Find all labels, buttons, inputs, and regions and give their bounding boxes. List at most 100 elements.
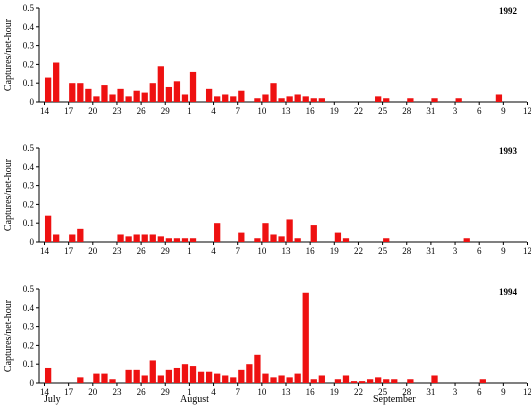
x-tick-label: 29 — [161, 106, 171, 116]
bar — [310, 98, 317, 102]
bar — [205, 371, 213, 383]
x-tick-label: 12 — [523, 387, 531, 397]
y-tick-label: 0.2 — [23, 340, 34, 350]
bar — [214, 96, 221, 102]
bar — [93, 96, 100, 102]
bar — [254, 354, 261, 383]
bar — [334, 232, 342, 242]
bar — [230, 377, 237, 383]
y-tick-label: 0.3 — [23, 322, 35, 332]
x-tick-label: 3 — [453, 106, 458, 116]
bar — [431, 98, 438, 102]
bar — [44, 367, 52, 383]
bar — [181, 364, 189, 383]
y-tick-label: 0 — [30, 237, 35, 247]
x-tick-label: 6 — [477, 246, 482, 256]
bar — [149, 360, 156, 383]
x-tick-label: 16 — [306, 246, 316, 256]
y-tick-label: 0.4 — [23, 303, 35, 313]
bar — [270, 377, 277, 383]
chart-panel-1993: 00.10.20.30.40.514 17 20 23 26 29 1 4 7 10 13 16 19 2… — [3, 143, 531, 256]
x-tick-label: 28 — [402, 106, 412, 116]
bar — [350, 381, 358, 383]
x-tick-label: 20 — [88, 246, 98, 256]
x-tick-label: 7 — [235, 246, 240, 256]
bar — [117, 234, 124, 242]
x-tick-label: 14 — [40, 106, 50, 116]
bar — [117, 88, 124, 102]
y-tick-label: 0.3 — [23, 41, 35, 51]
bar — [375, 377, 382, 383]
panel-year-label: 1994 — [499, 287, 518, 297]
bar — [93, 373, 100, 383]
x-tick-label: 19 — [330, 106, 340, 116]
bar — [407, 98, 414, 102]
bar — [214, 373, 221, 383]
bar — [286, 219, 293, 242]
bar — [318, 98, 325, 102]
x-tick-label: 22 — [354, 106, 363, 116]
bar — [262, 223, 269, 242]
y-tick-label: 0.3 — [23, 181, 35, 191]
x-tick-label: 10 — [257, 106, 267, 116]
bar — [358, 381, 366, 383]
x-tick-label: 13 — [282, 387, 292, 397]
chart-panel-1992: 00.10.20.30.40.514 17 20 23 26 29 1 4 7 10 13 16 19 2… — [3, 3, 531, 116]
bar — [286, 96, 293, 102]
bar — [189, 238, 197, 242]
bar — [383, 238, 390, 242]
x-tick-label: 23 — [112, 246, 122, 256]
bar — [109, 94, 116, 102]
bar — [270, 234, 277, 242]
x-tick-label: 7 — [235, 387, 240, 397]
bar — [181, 94, 189, 102]
bar — [407, 379, 414, 383]
bar — [141, 375, 148, 383]
bar — [342, 375, 350, 383]
bar — [205, 88, 213, 102]
bar — [342, 238, 350, 242]
bar — [375, 96, 382, 102]
bar — [149, 83, 156, 102]
bar — [463, 238, 470, 242]
bar — [214, 223, 221, 242]
x-tick-label: 3 — [453, 246, 458, 256]
bar — [238, 232, 245, 242]
x-tick-label: 7 — [235, 106, 240, 116]
x-tick-label: 6 — [477, 387, 482, 397]
y-tick-label: 0.5 — [23, 3, 35, 13]
x-tick-label: 29 — [161, 246, 171, 256]
y-tick-label: 0.5 — [23, 143, 35, 153]
bar — [197, 371, 205, 383]
x-tick-label: 13 — [282, 246, 292, 256]
x-tick-label: 3 — [453, 387, 458, 397]
bar — [133, 369, 140, 383]
x-tick-label: 31 — [426, 246, 435, 256]
bar — [238, 369, 245, 383]
x-tick-label: 9 — [501, 387, 506, 397]
x-tick-label: 14 — [40, 246, 50, 256]
x-tick-label: 23 — [112, 106, 122, 116]
x-tick-label: 1 — [187, 387, 192, 397]
x-tick-label: 10 — [257, 387, 267, 397]
x-tick-label: 22 — [354, 246, 363, 256]
bar — [495, 94, 503, 102]
bar — [173, 81, 181, 102]
bar — [77, 377, 84, 383]
bar — [125, 369, 132, 383]
bar — [133, 234, 140, 242]
bar — [101, 373, 108, 383]
bar — [278, 98, 285, 102]
y-tick-label: 0 — [30, 378, 35, 388]
x-tick-label: 23 — [112, 387, 122, 397]
x-tick-label: 26 — [137, 246, 147, 256]
x-tick-label: 17 — [64, 387, 74, 397]
bar — [302, 96, 309, 102]
bar — [53, 234, 60, 242]
bar — [334, 379, 342, 383]
bar — [53, 62, 60, 102]
bar — [294, 94, 301, 102]
x-tick-label: 16 — [306, 106, 316, 116]
x-tick-label: 31 — [426, 106, 435, 116]
bar — [230, 96, 237, 102]
